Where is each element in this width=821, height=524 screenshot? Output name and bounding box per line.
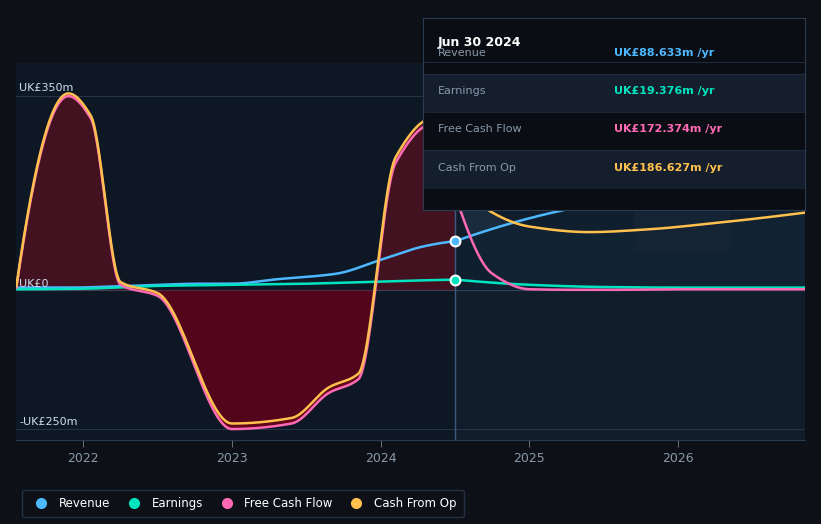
Text: Past: Past xyxy=(428,82,451,92)
Legend: Revenue, Earnings, Free Cash Flow, Cash From Op: Revenue, Earnings, Free Cash Flow, Cash … xyxy=(22,490,464,517)
Bar xyxy=(423,74,805,112)
Text: Jun 30 2024: Jun 30 2024 xyxy=(438,36,521,49)
Text: Earnings: Earnings xyxy=(438,86,487,96)
Point xyxy=(448,276,461,284)
Text: -UK£250m: -UK£250m xyxy=(20,418,78,428)
Bar xyxy=(423,150,805,189)
Text: UK£88.633m /yr: UK£88.633m /yr xyxy=(613,48,714,58)
Point xyxy=(448,191,461,199)
Text: UK£0: UK£0 xyxy=(20,279,49,289)
Text: UK£19.376m /yr: UK£19.376m /yr xyxy=(613,86,714,96)
Point xyxy=(448,237,461,245)
Bar xyxy=(16,63,455,440)
Text: Revenue: Revenue xyxy=(438,48,487,58)
Point xyxy=(448,183,461,191)
Text: Free Cash Flow: Free Cash Flow xyxy=(438,124,521,134)
Text: Cash From Op: Cash From Op xyxy=(438,162,516,172)
Text: Analysts Forecasts: Analysts Forecasts xyxy=(460,82,563,92)
Bar xyxy=(634,169,730,252)
Bar xyxy=(455,63,805,440)
Text: UK£350m: UK£350m xyxy=(20,83,74,93)
Text: UK£186.627m /yr: UK£186.627m /yr xyxy=(613,162,722,172)
Text: UK£172.374m /yr: UK£172.374m /yr xyxy=(613,124,722,134)
